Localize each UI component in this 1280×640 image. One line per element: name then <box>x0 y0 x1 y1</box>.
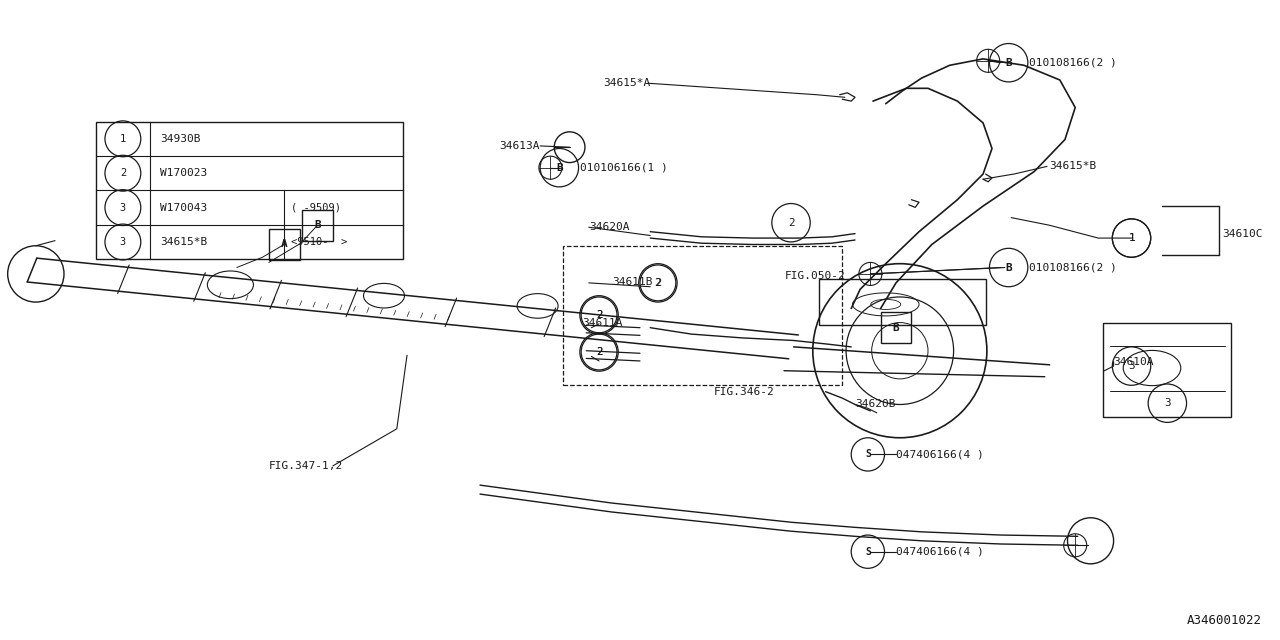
Text: 1: 1 <box>120 134 125 144</box>
Text: 34610A: 34610A <box>1114 356 1155 367</box>
Text: 2: 2 <box>654 278 662 288</box>
Text: ( -9509): ( -9509) <box>291 203 340 212</box>
Text: B: B <box>1005 262 1012 273</box>
Text: B: B <box>556 163 563 173</box>
Bar <box>881 312 911 343</box>
Text: 047406166(4 ): 047406166(4 ) <box>896 449 984 460</box>
Text: 34611A: 34611A <box>582 318 623 328</box>
Text: FIG.346-2: FIG.346-2 <box>714 387 774 397</box>
Text: 34611B: 34611B <box>612 276 653 287</box>
Text: FIG.050-2: FIG.050-2 <box>785 271 845 282</box>
Text: 34613A: 34613A <box>499 141 540 151</box>
Text: 2: 2 <box>120 168 125 178</box>
Text: 1: 1 <box>1128 233 1135 243</box>
Bar <box>819 279 986 325</box>
Text: 2: 2 <box>787 218 795 228</box>
Text: 047406166(4 ): 047406166(4 ) <box>896 547 984 557</box>
Text: 010108166(2 ): 010108166(2 ) <box>1029 262 1117 273</box>
Text: FIG.347-1,2: FIG.347-1,2 <box>269 461 343 471</box>
Text: 010106166(1 ): 010106166(1 ) <box>580 163 668 173</box>
Text: A346001022: A346001022 <box>1187 614 1262 627</box>
Text: B: B <box>314 220 321 230</box>
Text: 010108166(2 ): 010108166(2 ) <box>1029 58 1117 68</box>
Text: B: B <box>892 323 900 333</box>
Bar <box>96 122 403 259</box>
Text: W170043: W170043 <box>160 203 207 212</box>
Bar <box>1103 323 1231 417</box>
Text: 3: 3 <box>120 237 125 247</box>
Text: 2: 2 <box>596 310 602 320</box>
Text: 1: 1 <box>1128 233 1135 243</box>
Text: B: B <box>1005 58 1012 68</box>
Text: W170023: W170023 <box>160 168 207 178</box>
Text: S: S <box>865 547 870 557</box>
Text: 2: 2 <box>595 310 603 320</box>
Text: 34620A: 34620A <box>589 222 630 232</box>
Text: 34615*A: 34615*A <box>603 78 650 88</box>
Text: 3: 3 <box>120 203 125 212</box>
Bar <box>563 246 842 385</box>
Text: <9510-  >: <9510- > <box>291 237 347 247</box>
Text: 34615*B: 34615*B <box>160 237 207 247</box>
Text: A: A <box>280 239 288 250</box>
Text: 3: 3 <box>1128 361 1135 371</box>
Text: S: S <box>865 449 870 460</box>
Text: 34620B: 34620B <box>855 399 896 410</box>
Text: 34610C: 34610C <box>1222 228 1263 239</box>
Text: 2: 2 <box>655 278 660 288</box>
Text: 34930B: 34930B <box>160 134 201 144</box>
Text: 2: 2 <box>596 347 602 357</box>
Text: 34615*B: 34615*B <box>1050 161 1097 172</box>
Text: 3: 3 <box>1164 398 1171 408</box>
Text: 2: 2 <box>595 347 603 357</box>
Bar <box>269 229 300 260</box>
Bar <box>302 210 333 241</box>
